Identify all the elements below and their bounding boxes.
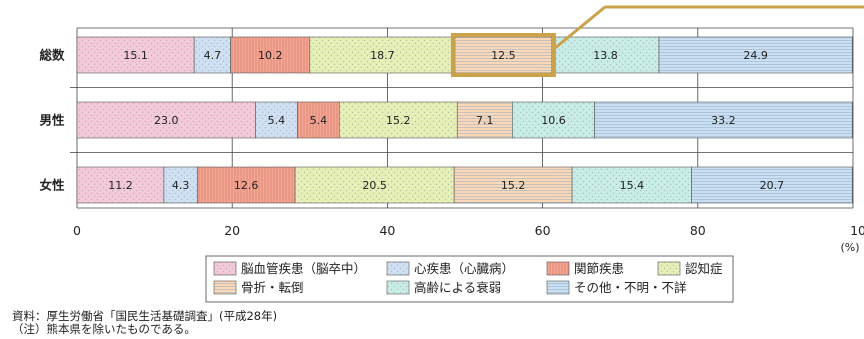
category-label: 女性 — [39, 178, 65, 193]
data-label: 23.0 — [154, 114, 179, 127]
x-tick-label: 80 — [690, 223, 706, 238]
x-tick-label: 40 — [379, 223, 395, 238]
data-label: 5.4 — [310, 114, 328, 127]
bar-segment — [76, 166, 165, 204]
data-label: 18.7 — [370, 49, 395, 62]
legend-swatch — [546, 280, 570, 295]
highlight-box — [450, 33, 556, 77]
data-label: 12.5 — [491, 49, 516, 62]
data-label: 4.7 — [204, 49, 222, 62]
bars: 15.1 4.7 10.2 18.7 12.5 13.8 24.9 23.0 5.4 5.4 15.… — [76, 36, 853, 204]
legend-label: 脳血管疾患（脳卒中） — [241, 261, 366, 276]
bar-segment — [658, 36, 853, 74]
bar-segment — [297, 101, 340, 139]
legend-label: 心疾患（心臓病） — [414, 261, 514, 276]
bar-segment — [594, 101, 853, 139]
category-label: 総数 — [39, 48, 65, 63]
bar-segment — [571, 166, 692, 204]
bar-segment — [193, 36, 231, 74]
bar-segment — [163, 166, 198, 204]
highlight-callout — [450, 5, 864, 77]
data-label: 15.4 — [620, 179, 645, 192]
legend-label: その他・不明・不詳 — [574, 280, 687, 295]
bar-segment — [76, 101, 256, 139]
data-label: 10.6 — [541, 114, 566, 127]
highlight-leader-line — [552, 5, 606, 51]
legend-swatch — [386, 280, 410, 295]
bar-segment — [76, 36, 195, 74]
data-label: 24.9 — [743, 49, 768, 62]
data-label: 20.5 — [362, 179, 387, 192]
x-tick-label: 20 — [224, 223, 240, 238]
bar-segment — [294, 166, 455, 204]
x-tick-label: 60 — [535, 223, 551, 238]
data-label: 20.7 — [760, 179, 785, 192]
source-notes: 資料：厚生労働省「国民生活基礎調査」(平成28年) （注）熊本県を除いたものであ… — [12, 310, 277, 336]
data-label: 15.1 — [123, 49, 148, 62]
x-axis-unit: (%) — [840, 241, 859, 254]
data-label: 10.2 — [258, 49, 283, 62]
bar-segment — [453, 166, 573, 204]
data-label: 5.4 — [268, 114, 286, 127]
data-label: 11.2 — [108, 179, 133, 192]
legend-swatch — [386, 261, 410, 276]
source-note: 資料：厚生労働省「国民生活基礎調査」(平成28年) — [12, 309, 278, 323]
category-label: 男性 — [39, 113, 65, 128]
data-label: 4.3 — [172, 179, 190, 192]
x-tick-label: 0 — [73, 223, 81, 238]
bar-segment — [196, 166, 296, 204]
legend-swatch — [657, 261, 681, 276]
legend-swatch — [213, 261, 237, 276]
legend-frame — [205, 255, 734, 303]
data-label: 7.1 — [476, 114, 494, 127]
bar-segment — [456, 101, 513, 139]
bar-segment — [691, 166, 853, 204]
bar-segment — [512, 101, 595, 139]
legend-label: 骨折・転倒 — [241, 280, 304, 295]
x-tick-label: 100 — [850, 223, 864, 238]
bar-segment — [255, 101, 298, 139]
x-axis: 0 20 40 60 80 100 (%) — [73, 223, 864, 254]
data-label: 15.2 — [501, 179, 526, 192]
legend-swatch — [546, 261, 570, 276]
bar-segment — [309, 36, 456, 74]
bar-segment — [551, 36, 660, 74]
data-label: 33.2 — [711, 114, 736, 127]
footnote: （注）熊本県を除いたものである。 — [12, 322, 196, 336]
legend-label: 認知症 — [685, 261, 723, 276]
bar-segment — [338, 101, 458, 139]
legend-swatch — [213, 280, 237, 295]
data-label: 13.8 — [593, 49, 618, 62]
bar-segment — [230, 36, 311, 74]
legend-label: 高齢による衰弱 — [414, 280, 501, 295]
data-label: 12.6 — [234, 179, 259, 192]
legend-label: 関節疾患 — [574, 261, 624, 276]
data-label: 15.2 — [386, 114, 411, 127]
